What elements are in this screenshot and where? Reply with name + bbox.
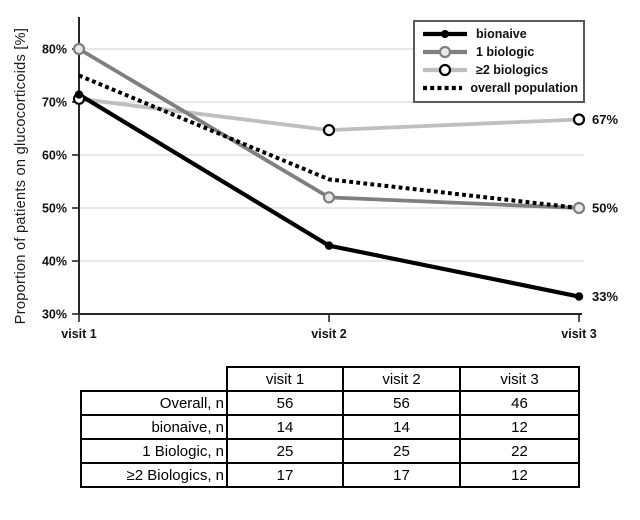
- y-tick-label: 60%: [42, 149, 67, 163]
- legend-item-overall-population: overall population: [422, 80, 578, 96]
- end-label-bionaive: 33%: [592, 289, 618, 304]
- legend-line-sample: [423, 85, 463, 91]
- legend-label: ≥2 biologics: [476, 63, 549, 77]
- table-cell: 25: [226, 438, 344, 464]
- marker-bionaive: [574, 292, 584, 301]
- marker-bionaive: [324, 241, 334, 250]
- y-tick-label: 40%: [42, 255, 67, 269]
- legend-marker: [438, 45, 452, 59]
- table-col-header: visit 2: [342, 366, 461, 392]
- table-row: ≥2 Biologics, n 17 17 12: [80, 462, 580, 488]
- end-label-1-biologic: 50%: [592, 201, 618, 216]
- glucocorticoid-line-chart: Proportion of patients on glucocorticoid…: [13, 17, 618, 341]
- marker-2-biologics: [572, 113, 586, 126]
- marker-1-biologic: [72, 42, 86, 56]
- end-label-2-biologics: 67%: [592, 112, 618, 127]
- marker-1-biologic: [322, 191, 336, 204]
- legend-line-sample: [423, 45, 467, 59]
- legend-label: 1 biologic: [476, 45, 535, 59]
- table-col-header: visit 1: [226, 366, 344, 392]
- x-tick-label: visit 2: [311, 327, 346, 341]
- marker-bionaive: [74, 90, 84, 99]
- marker-1-biologic: [572, 201, 586, 215]
- marker-2-biologics: [322, 123, 336, 137]
- legend-line-sample: [423, 30, 467, 38]
- table-cell: 22: [459, 438, 580, 464]
- table-cell: 17: [226, 462, 344, 488]
- table-col-header: visit 3: [459, 366, 580, 392]
- table-cell: 12: [459, 414, 580, 440]
- y-tick-label: 70%: [42, 96, 67, 110]
- patient-counts-table: visit 1 visit 2 visit 3 Overall, n 56 56 46 bio…: [80, 366, 580, 488]
- chart-legend: bionaive 1 biologic ≥2 biologics overall po…: [413, 20, 585, 103]
- table-corner-blank: [81, 367, 227, 391]
- chart-plot-area: 30% 40% 50% 60% 70% 80% visit 1 visit 2 visit 3 3…: [42, 17, 618, 341]
- table-cell: 56: [342, 390, 461, 416]
- y-tick-label: 30%: [42, 308, 67, 322]
- legend-item-1-biologic: 1 biologic: [422, 44, 578, 60]
- y-tick-label: 50%: [42, 202, 67, 216]
- legend-line-sample: [423, 63, 467, 77]
- legend-label: bionaive: [476, 27, 527, 41]
- table-cell: 46: [459, 390, 580, 416]
- table-cell: 12: [459, 462, 580, 488]
- table-cell: 14: [226, 414, 344, 440]
- x-tick-label: visit 3: [561, 327, 596, 341]
- series-line-overall-population: [78, 73, 580, 210]
- table-cell: 56: [226, 390, 344, 416]
- table-row-label: bionaive, n: [80, 414, 228, 440]
- table-row: bionaive, n 14 14 12: [80, 414, 580, 440]
- table-row-label: ≥2 Biologics, n: [80, 462, 228, 488]
- table-header-row: visit 1 visit 2 visit 3: [81, 366, 580, 392]
- x-tick-label: visit 1: [61, 327, 96, 341]
- legend-item-bionaive: bionaive: [422, 26, 578, 42]
- y-tick-label: 80%: [42, 43, 67, 57]
- legend-marker: [438, 63, 452, 77]
- table-row-label: Overall, n: [80, 390, 228, 416]
- table-cell: 14: [342, 414, 461, 440]
- table-cell: 25: [342, 438, 461, 464]
- legend-marker: [441, 30, 449, 38]
- legend-label: overall population: [470, 81, 578, 95]
- table-cell: 17: [342, 462, 461, 488]
- table-row: 1 Biologic, n 25 25 22: [80, 438, 580, 464]
- legend-item-2-biologics: ≥2 biologics: [422, 62, 578, 78]
- table-row-label: 1 Biologic, n: [80, 438, 228, 464]
- table-row: Overall, n 56 56 46: [80, 390, 580, 416]
